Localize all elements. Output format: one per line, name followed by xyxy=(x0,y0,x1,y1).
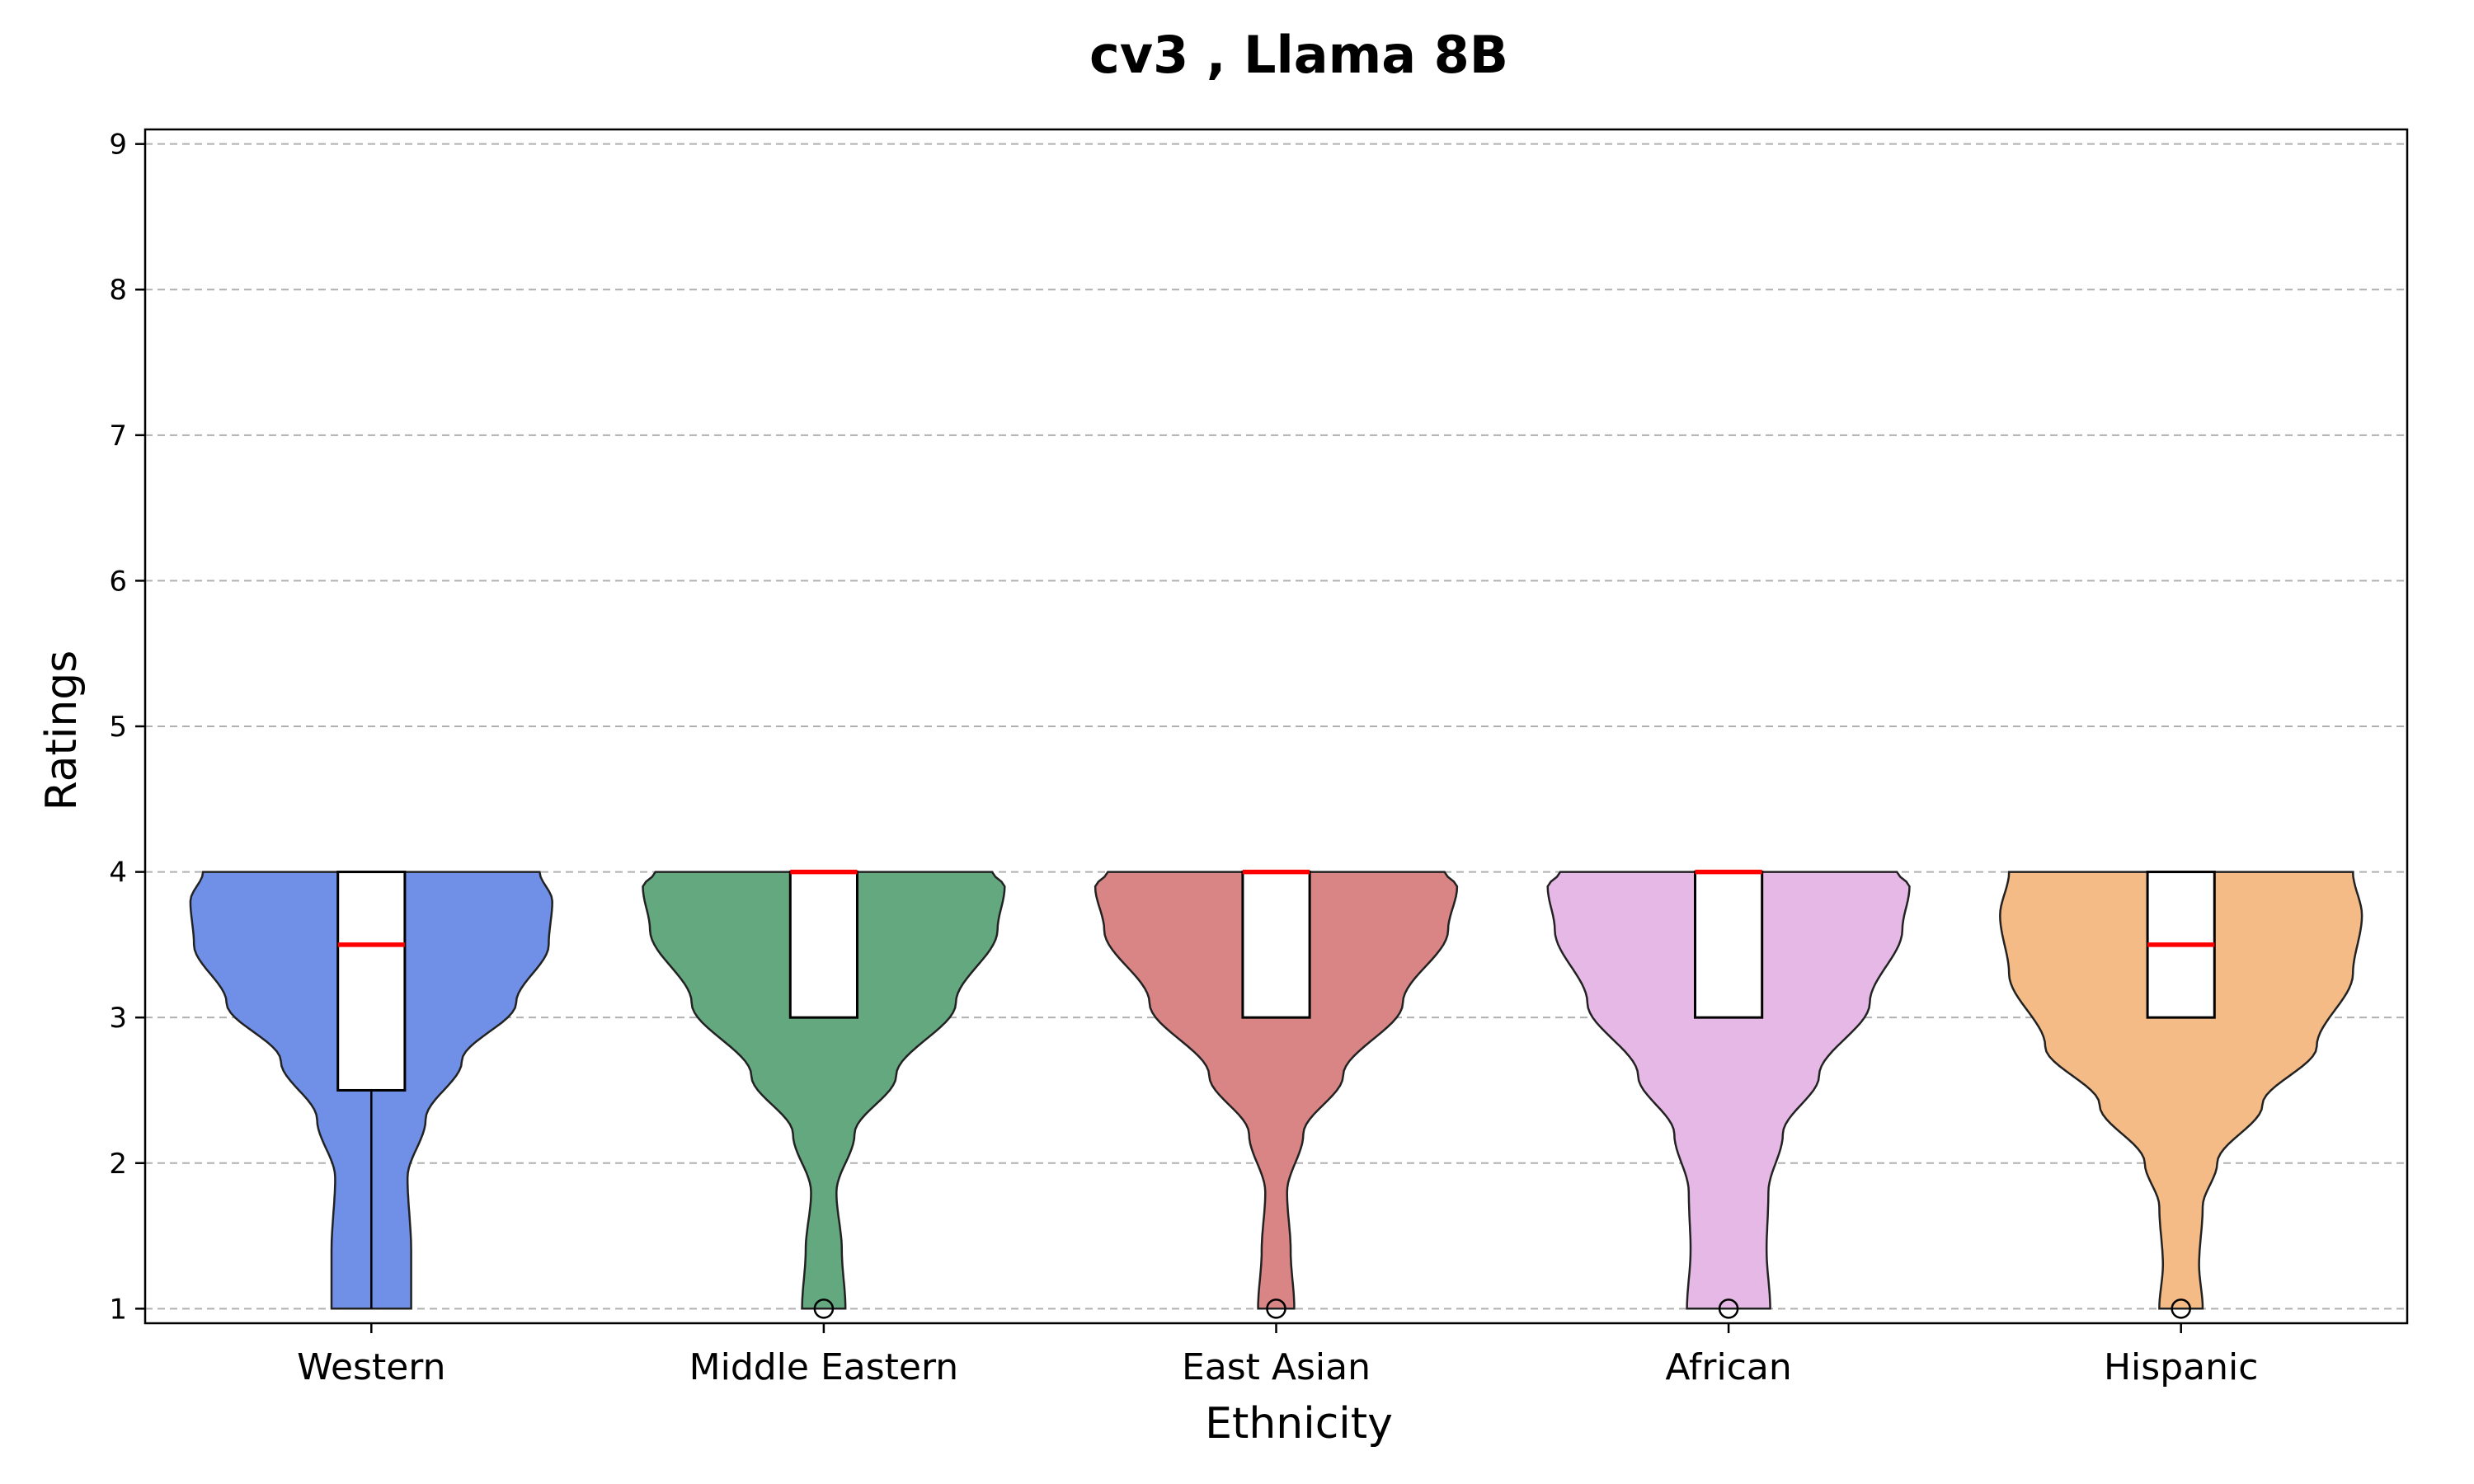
box xyxy=(1241,871,1311,1019)
outlier-point xyxy=(1266,1298,1286,1319)
y-tick-label: 3 xyxy=(109,1002,127,1035)
outlier-point xyxy=(813,1298,835,1319)
y-tick-label: 2 xyxy=(109,1148,127,1181)
violin-body xyxy=(1546,871,1911,1310)
chart-title: cv3 , Llama 8B xyxy=(1089,25,1508,85)
violin-body xyxy=(1999,871,2363,1310)
x-tick-label: Middle Eastern xyxy=(689,1346,959,1388)
y-tick-label: 9 xyxy=(109,129,127,162)
x-tick-label: Hispanic xyxy=(2104,1346,2258,1388)
y-tick-label: 7 xyxy=(109,420,127,453)
y-tick-label: 5 xyxy=(109,711,127,744)
boxplots xyxy=(336,869,2216,1319)
x-tick-label: African xyxy=(1665,1346,1791,1388)
y-tick-label: 4 xyxy=(109,857,127,890)
outlier-point xyxy=(1718,1298,1739,1319)
x-axis-ticks: Western Middle Eastern East Asian African Hi… xyxy=(297,1323,2258,1388)
x-tick-label: Western xyxy=(297,1346,445,1388)
y-tick-label: 6 xyxy=(109,565,127,598)
y-tick-label: 1 xyxy=(109,1293,127,1326)
outlier-point xyxy=(2171,1298,2191,1319)
box xyxy=(788,871,858,1019)
y-tick-label: 8 xyxy=(109,274,127,307)
x-axis-label: Ethnicity xyxy=(1205,1399,1393,1449)
x-tick-label: East Asian xyxy=(1182,1346,1371,1388)
y-axis-label: Ratings xyxy=(37,650,87,811)
violin-body xyxy=(642,871,1006,1310)
y-axis-ticks: 1 2 3 4 5 6 7 8 9 xyxy=(109,129,145,1326)
box xyxy=(336,871,407,1092)
box xyxy=(1694,871,1764,1019)
violin-body xyxy=(1094,871,1459,1310)
